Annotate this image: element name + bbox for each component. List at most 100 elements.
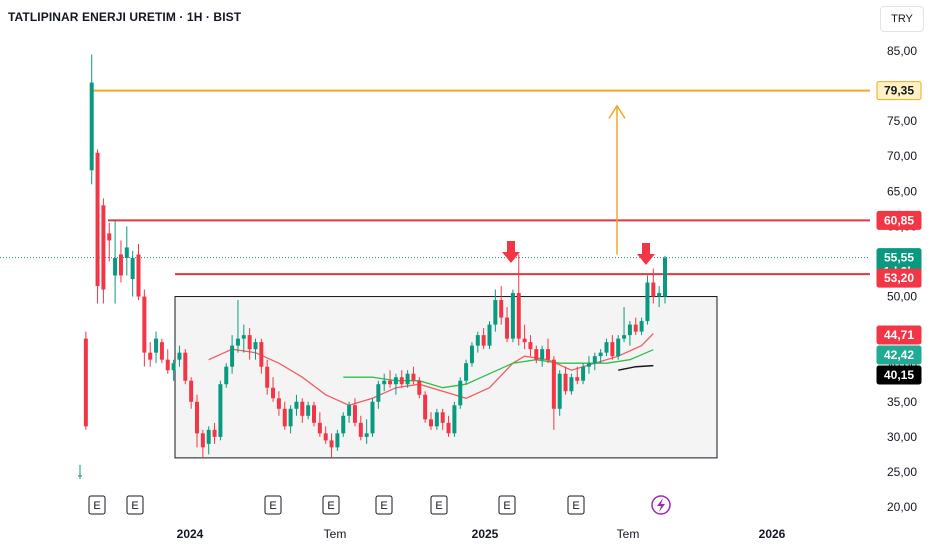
earnings-marker[interactable]: E: [264, 495, 282, 515]
candle[interactable]: [639, 321, 644, 332]
candle[interactable]: [329, 440, 334, 448]
candle[interactable]: [78, 475, 82, 477]
candle[interactable]: [200, 433, 205, 448]
candle[interactable]: [540, 349, 545, 360]
candle[interactable]: [546, 349, 550, 360]
earnings-marker[interactable]: E: [375, 495, 393, 515]
candle[interactable]: [352, 405, 357, 423]
candle[interactable]: [657, 293, 662, 297]
candle[interactable]: [388, 380, 393, 385]
candle[interactable]: [300, 401, 305, 416]
candle[interactable]: [113, 257, 118, 276]
candle[interactable]: [610, 342, 615, 357]
candle[interactable]: [557, 373, 562, 409]
candle[interactable]: [312, 405, 316, 423]
candle[interactable]: [464, 363, 469, 381]
candle[interactable]: [247, 335, 252, 350]
candle[interactable]: [124, 247, 129, 258]
candle[interactable]: [89, 82, 94, 171]
currency-button[interactable]: TRY: [880, 6, 924, 32]
candle[interactable]: [551, 359, 556, 409]
candle[interactable]: [206, 429, 211, 444]
candle[interactable]: [475, 335, 480, 346]
candle[interactable]: [534, 349, 539, 360]
candle[interactable]: [581, 366, 586, 381]
candle[interactable]: [651, 282, 656, 297]
candle[interactable]: [83, 338, 88, 427]
earnings-marker[interactable]: E: [126, 495, 144, 515]
candle[interactable]: [370, 401, 375, 434]
candle[interactable]: [645, 282, 650, 322]
candle[interactable]: [101, 205, 106, 290]
candle[interactable]: [341, 415, 346, 434]
earnings-marker[interactable]: E: [430, 495, 448, 515]
candle[interactable]: [142, 296, 147, 353]
candle[interactable]: [481, 335, 486, 346]
candle[interactable]: [411, 373, 416, 381]
candle[interactable]: [575, 377, 580, 381]
candle[interactable]: [458, 380, 463, 406]
candle[interactable]: [159, 342, 164, 360]
candle[interactable]: [148, 352, 153, 360]
candle[interactable]: [306, 405, 311, 416]
candle[interactable]: [195, 401, 199, 434]
candle[interactable]: [627, 324, 632, 336]
candle[interactable]: [405, 373, 410, 385]
candle[interactable]: [586, 363, 591, 367]
down-arrow-marker[interactable]: [637, 243, 655, 265]
candle[interactable]: [434, 412, 439, 427]
candle[interactable]: [382, 380, 387, 385]
earnings-marker[interactable]: E: [498, 495, 516, 515]
candle[interactable]: [218, 384, 223, 437]
candle[interactable]: [118, 254, 123, 276]
candle[interactable]: [212, 429, 217, 437]
candle[interactable]: [505, 317, 510, 339]
earnings-marker[interactable]: E: [567, 495, 585, 515]
candle[interactable]: [259, 342, 264, 367]
candle[interactable]: [592, 356, 597, 364]
candle[interactable]: [516, 293, 521, 339]
candle[interactable]: [171, 363, 176, 371]
candle[interactable]: [616, 338, 621, 357]
candle[interactable]: [522, 338, 527, 343]
candle[interactable]: [323, 433, 328, 441]
earnings-marker[interactable]: E: [88, 495, 106, 515]
candle[interactable]: [423, 394, 428, 420]
candle[interactable]: [177, 352, 182, 360]
candle[interactable]: [230, 345, 235, 367]
candle[interactable]: [189, 380, 194, 402]
down-arrow-marker[interactable]: [502, 241, 520, 263]
candle[interactable]: [446, 422, 451, 434]
candle[interactable]: [241, 335, 246, 339]
candle[interactable]: [335, 433, 340, 448]
candle[interactable]: [429, 419, 433, 427]
candle[interactable]: [253, 342, 258, 350]
candle[interactable]: [663, 257, 667, 297]
candle[interactable]: [154, 338, 159, 353]
candle[interactable]: [165, 359, 170, 371]
earnings-marker[interactable]: E: [322, 495, 340, 515]
candle[interactable]: [440, 412, 445, 423]
candle[interactable]: [604, 342, 609, 353]
candle[interactable]: [276, 398, 281, 409]
candle[interactable]: [95, 152, 100, 287]
candle[interactable]: [288, 408, 293, 427]
candle[interactable]: [235, 338, 240, 346]
candle[interactable]: [130, 257, 135, 279]
candle[interactable]: [282, 408, 287, 427]
candle[interactable]: [563, 373, 568, 392]
candle[interactable]: [183, 352, 188, 381]
candle[interactable]: [469, 345, 474, 364]
candle[interactable]: [510, 293, 515, 339]
candle[interactable]: [393, 377, 398, 385]
candle[interactable]: [598, 352, 603, 357]
candle[interactable]: [417, 380, 422, 395]
candle[interactable]: [107, 233, 112, 241]
candle[interactable]: [499, 300, 504, 318]
candle[interactable]: [569, 377, 574, 392]
candle[interactable]: [493, 300, 498, 325]
candle[interactable]: [487, 324, 492, 346]
candle[interactable]: [452, 405, 457, 434]
candle[interactable]: [528, 342, 533, 350]
